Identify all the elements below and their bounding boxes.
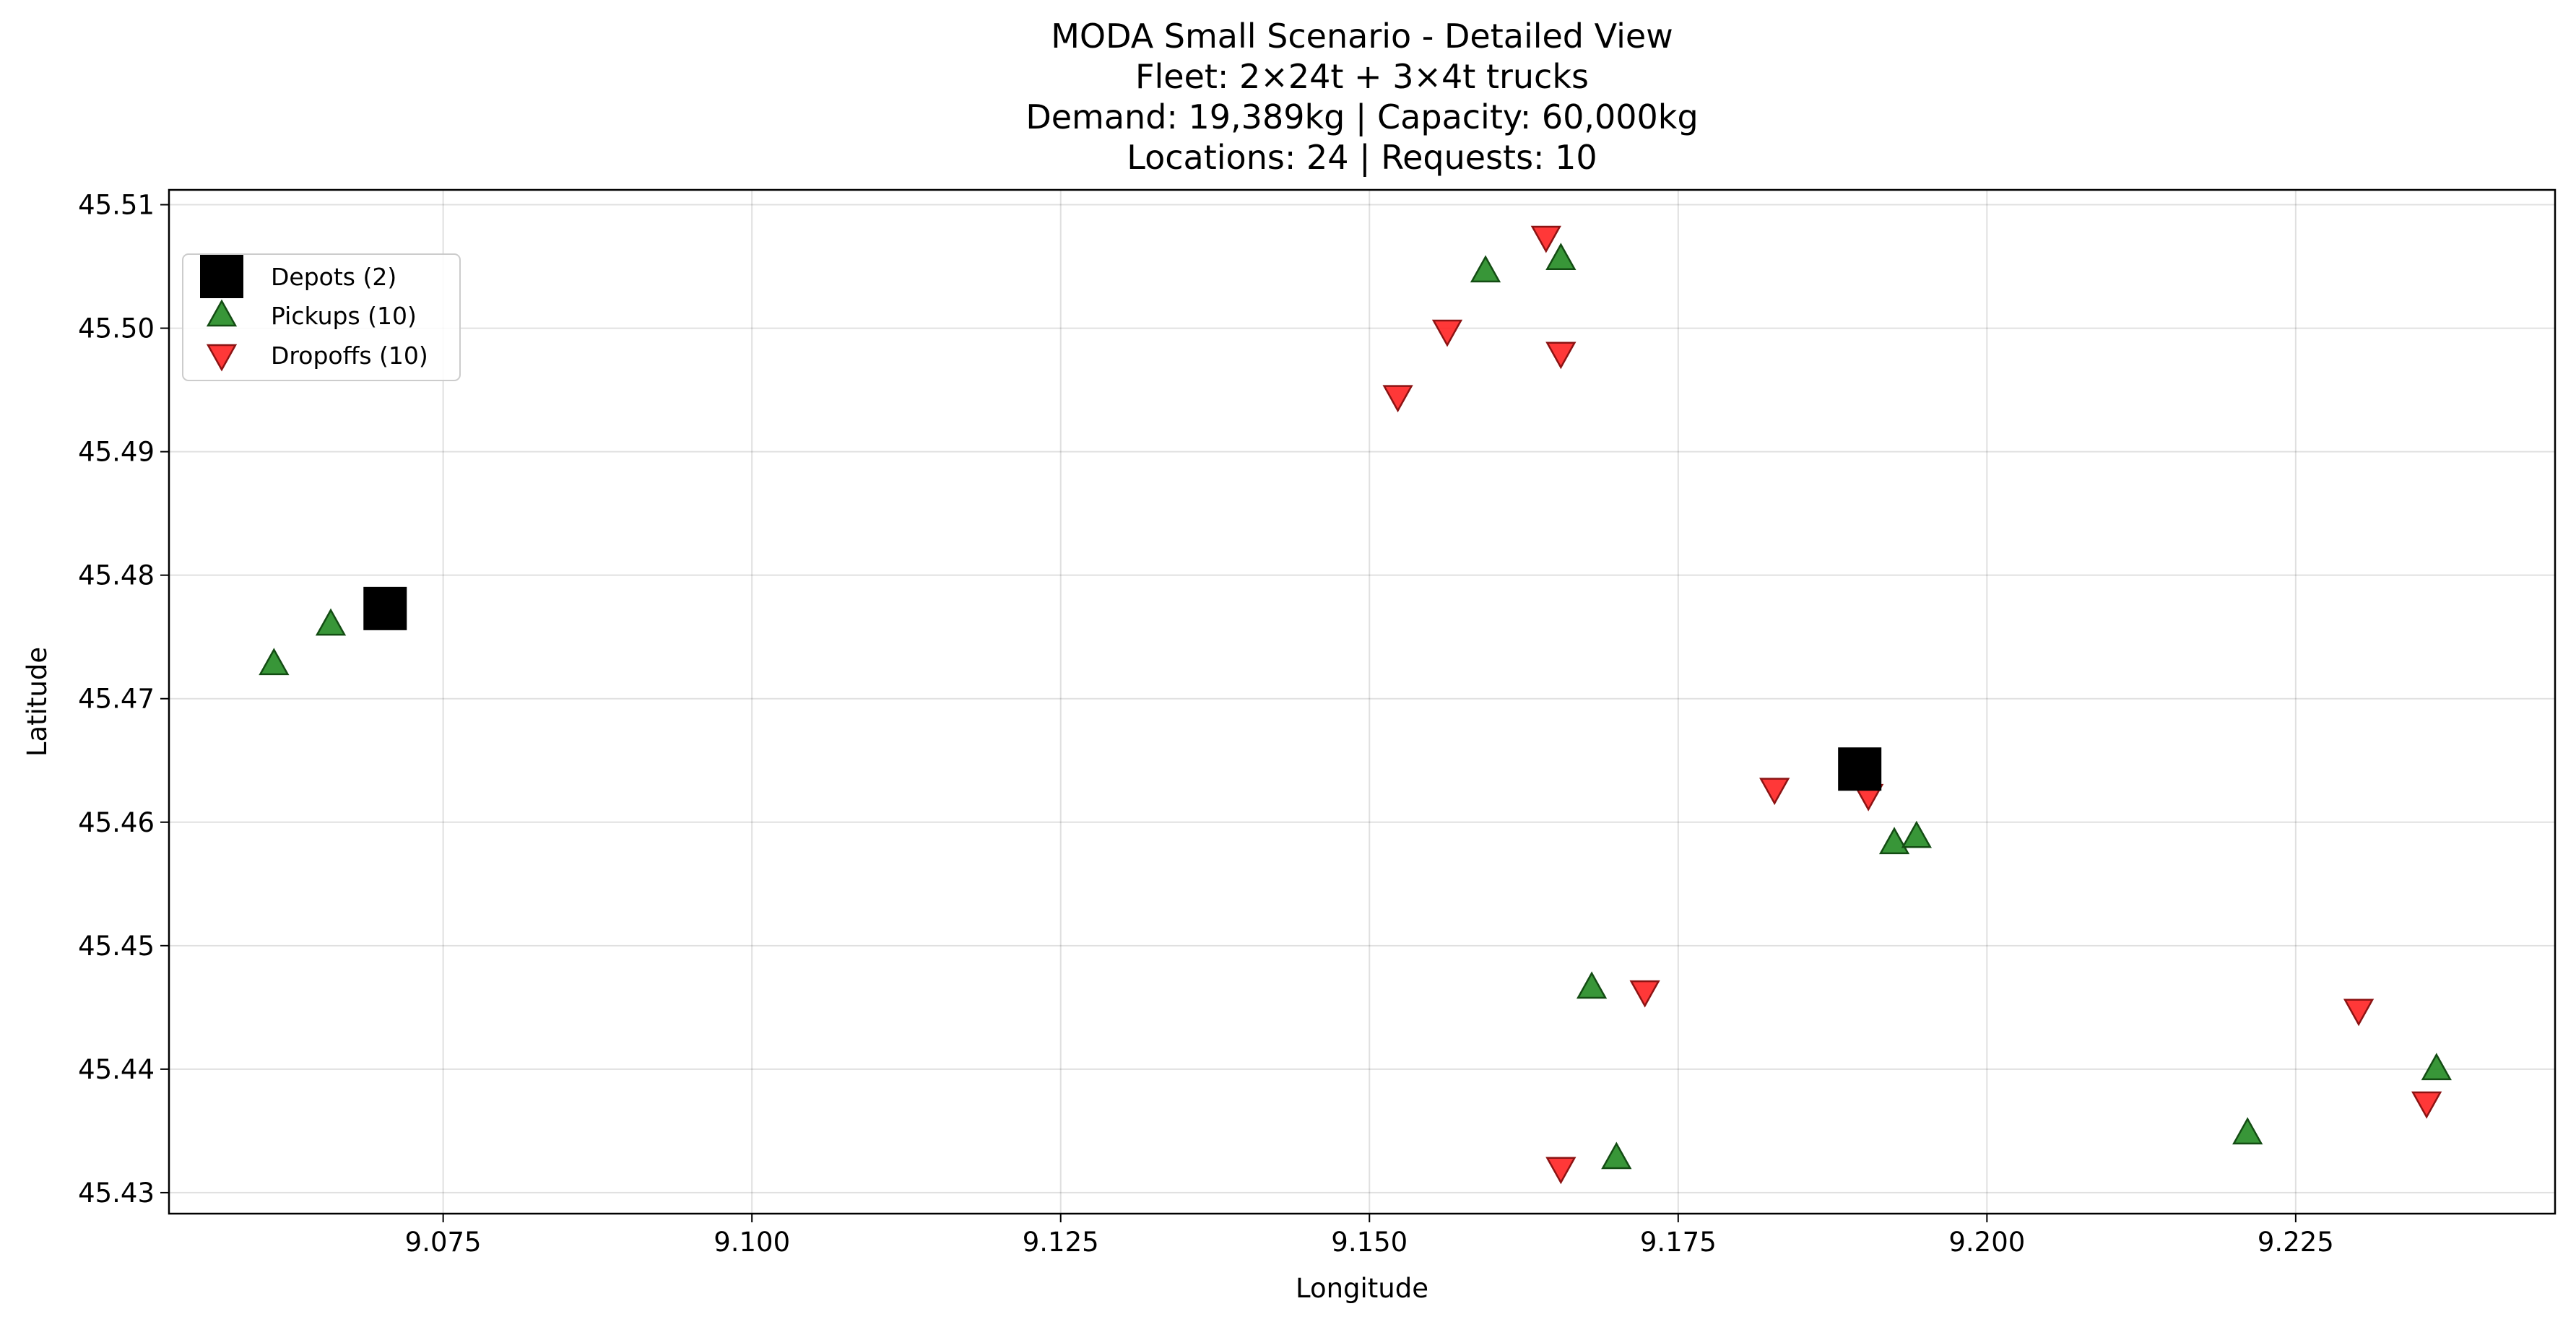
y-tick-label: 45.49 xyxy=(78,437,155,468)
x-tick-label: 9.075 xyxy=(405,1227,482,1258)
x-tick-label: 9.175 xyxy=(1640,1227,1717,1258)
depot-marker xyxy=(1838,747,1882,791)
chart-title: MODA Small Scenario - Detailed View Flee… xyxy=(1025,17,1698,178)
y-tick-label: 45.51 xyxy=(78,190,155,221)
series-square xyxy=(363,586,1882,791)
dropoff-marker xyxy=(1382,385,1413,413)
plot-area-frame xyxy=(168,188,2557,1215)
legend-label: Pickups (10) xyxy=(271,302,417,330)
series-triangle-up xyxy=(259,243,2452,1170)
y-tick-label: 45.43 xyxy=(78,1178,155,1209)
pickup-marker xyxy=(2421,1053,2452,1081)
pickup-marker xyxy=(1901,820,1932,848)
pickup-marker xyxy=(1878,827,1910,855)
pickup-marker xyxy=(2232,1117,2263,1145)
pickup-marker xyxy=(1576,971,1608,999)
dropoff-marker xyxy=(1759,778,1790,806)
legend-box xyxy=(182,253,461,381)
legend: Depots (2) Pickups (10) Dropoffs (10) xyxy=(182,253,461,381)
y-tick-label: 45.45 xyxy=(78,931,155,962)
gridlines xyxy=(169,190,2555,1214)
series-triangle-down xyxy=(1382,225,2442,1185)
y-axis-label: Latitude xyxy=(22,647,53,757)
legend-marker-depot xyxy=(200,255,243,298)
y-tick-label: 45.47 xyxy=(78,684,155,715)
pickup-marker xyxy=(259,648,290,676)
dropoff-marker xyxy=(2343,998,2375,1027)
legend-label: Dropoffs (10) xyxy=(271,341,428,370)
dropoff-marker xyxy=(1629,980,1660,1008)
axis-ticks: 9.075 9.100 9.125 9.150 9.175 9.200 9.225 45.43… xyxy=(78,190,2334,1258)
title-line-4: Locations: 24 | Requests: 10 xyxy=(1127,138,1597,178)
legend-label: Depots (2) xyxy=(271,263,396,291)
x-axis-label: Longitude xyxy=(1296,1273,1428,1304)
x-tick-label: 9.125 xyxy=(1023,1227,1099,1258)
dropoff-marker xyxy=(1530,225,1561,253)
x-tick-label: 9.100 xyxy=(714,1227,790,1258)
data-points xyxy=(259,225,2452,1185)
title-line-3: Demand: 19,389kg | Capacity: 60,000kg xyxy=(1025,97,1698,137)
y-tick-label: 45.48 xyxy=(78,560,155,591)
pickup-marker xyxy=(1470,255,1501,283)
dropoff-marker xyxy=(1545,1157,1577,1185)
pickup-marker xyxy=(1601,1141,1632,1170)
x-tick-label: 9.150 xyxy=(1331,1227,1408,1258)
y-tick-label: 45.46 xyxy=(78,807,155,838)
pickup-marker xyxy=(315,608,347,636)
dropoff-marker xyxy=(2411,1091,2442,1119)
y-tick-label: 45.50 xyxy=(78,313,155,344)
title-line-1: MODA Small Scenario - Detailed View xyxy=(1051,17,1673,56)
x-tick-label: 9.200 xyxy=(1948,1227,2025,1258)
dropoff-marker xyxy=(1431,319,1463,347)
pickup-marker xyxy=(1545,243,1577,271)
x-tick-label: 9.225 xyxy=(2258,1227,2334,1258)
legend-marker-dropoff xyxy=(206,344,238,372)
dropoff-marker xyxy=(1545,341,1577,370)
title-line-2: Fleet: 2×24t + 3×4t trucks xyxy=(1135,57,1589,96)
depot-marker xyxy=(363,586,407,630)
legend-marker-pickup xyxy=(206,299,238,327)
y-tick-label: 45.44 xyxy=(78,1054,155,1085)
